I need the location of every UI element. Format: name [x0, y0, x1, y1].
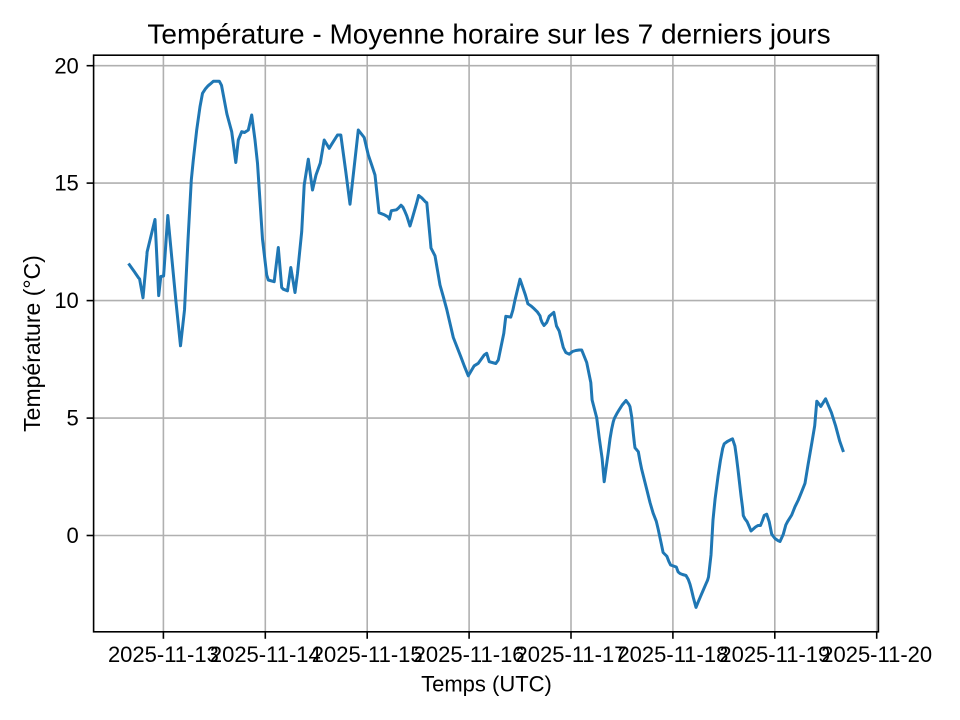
- svg-text:2025-11-13: 2025-11-13: [108, 642, 219, 667]
- svg-text:2025-11-18: 2025-11-18: [617, 642, 728, 667]
- svg-text:2025-11-17: 2025-11-17: [516, 642, 627, 667]
- svg-text:2025-11-14: 2025-11-14: [210, 642, 321, 667]
- svg-text:5: 5: [67, 406, 79, 431]
- svg-text:15: 15: [54, 171, 78, 196]
- svg-text:2025-11-15: 2025-11-15: [312, 642, 423, 667]
- svg-text:0: 0: [67, 523, 79, 548]
- svg-text:Température - Moyenne horaire: Température - Moyenne horaire sur les 7 …: [147, 19, 830, 50]
- svg-text:Température (°C): Température (°C): [19, 255, 45, 432]
- svg-text:10: 10: [54, 288, 78, 313]
- svg-text:Temps (UTC): Temps (UTC): [421, 671, 552, 696]
- svg-text:2025-11-20: 2025-11-20: [821, 642, 932, 667]
- svg-text:2025-11-19: 2025-11-19: [719, 642, 830, 667]
- svg-text:20: 20: [54, 53, 78, 78]
- svg-text:2025-11-16: 2025-11-16: [414, 642, 525, 667]
